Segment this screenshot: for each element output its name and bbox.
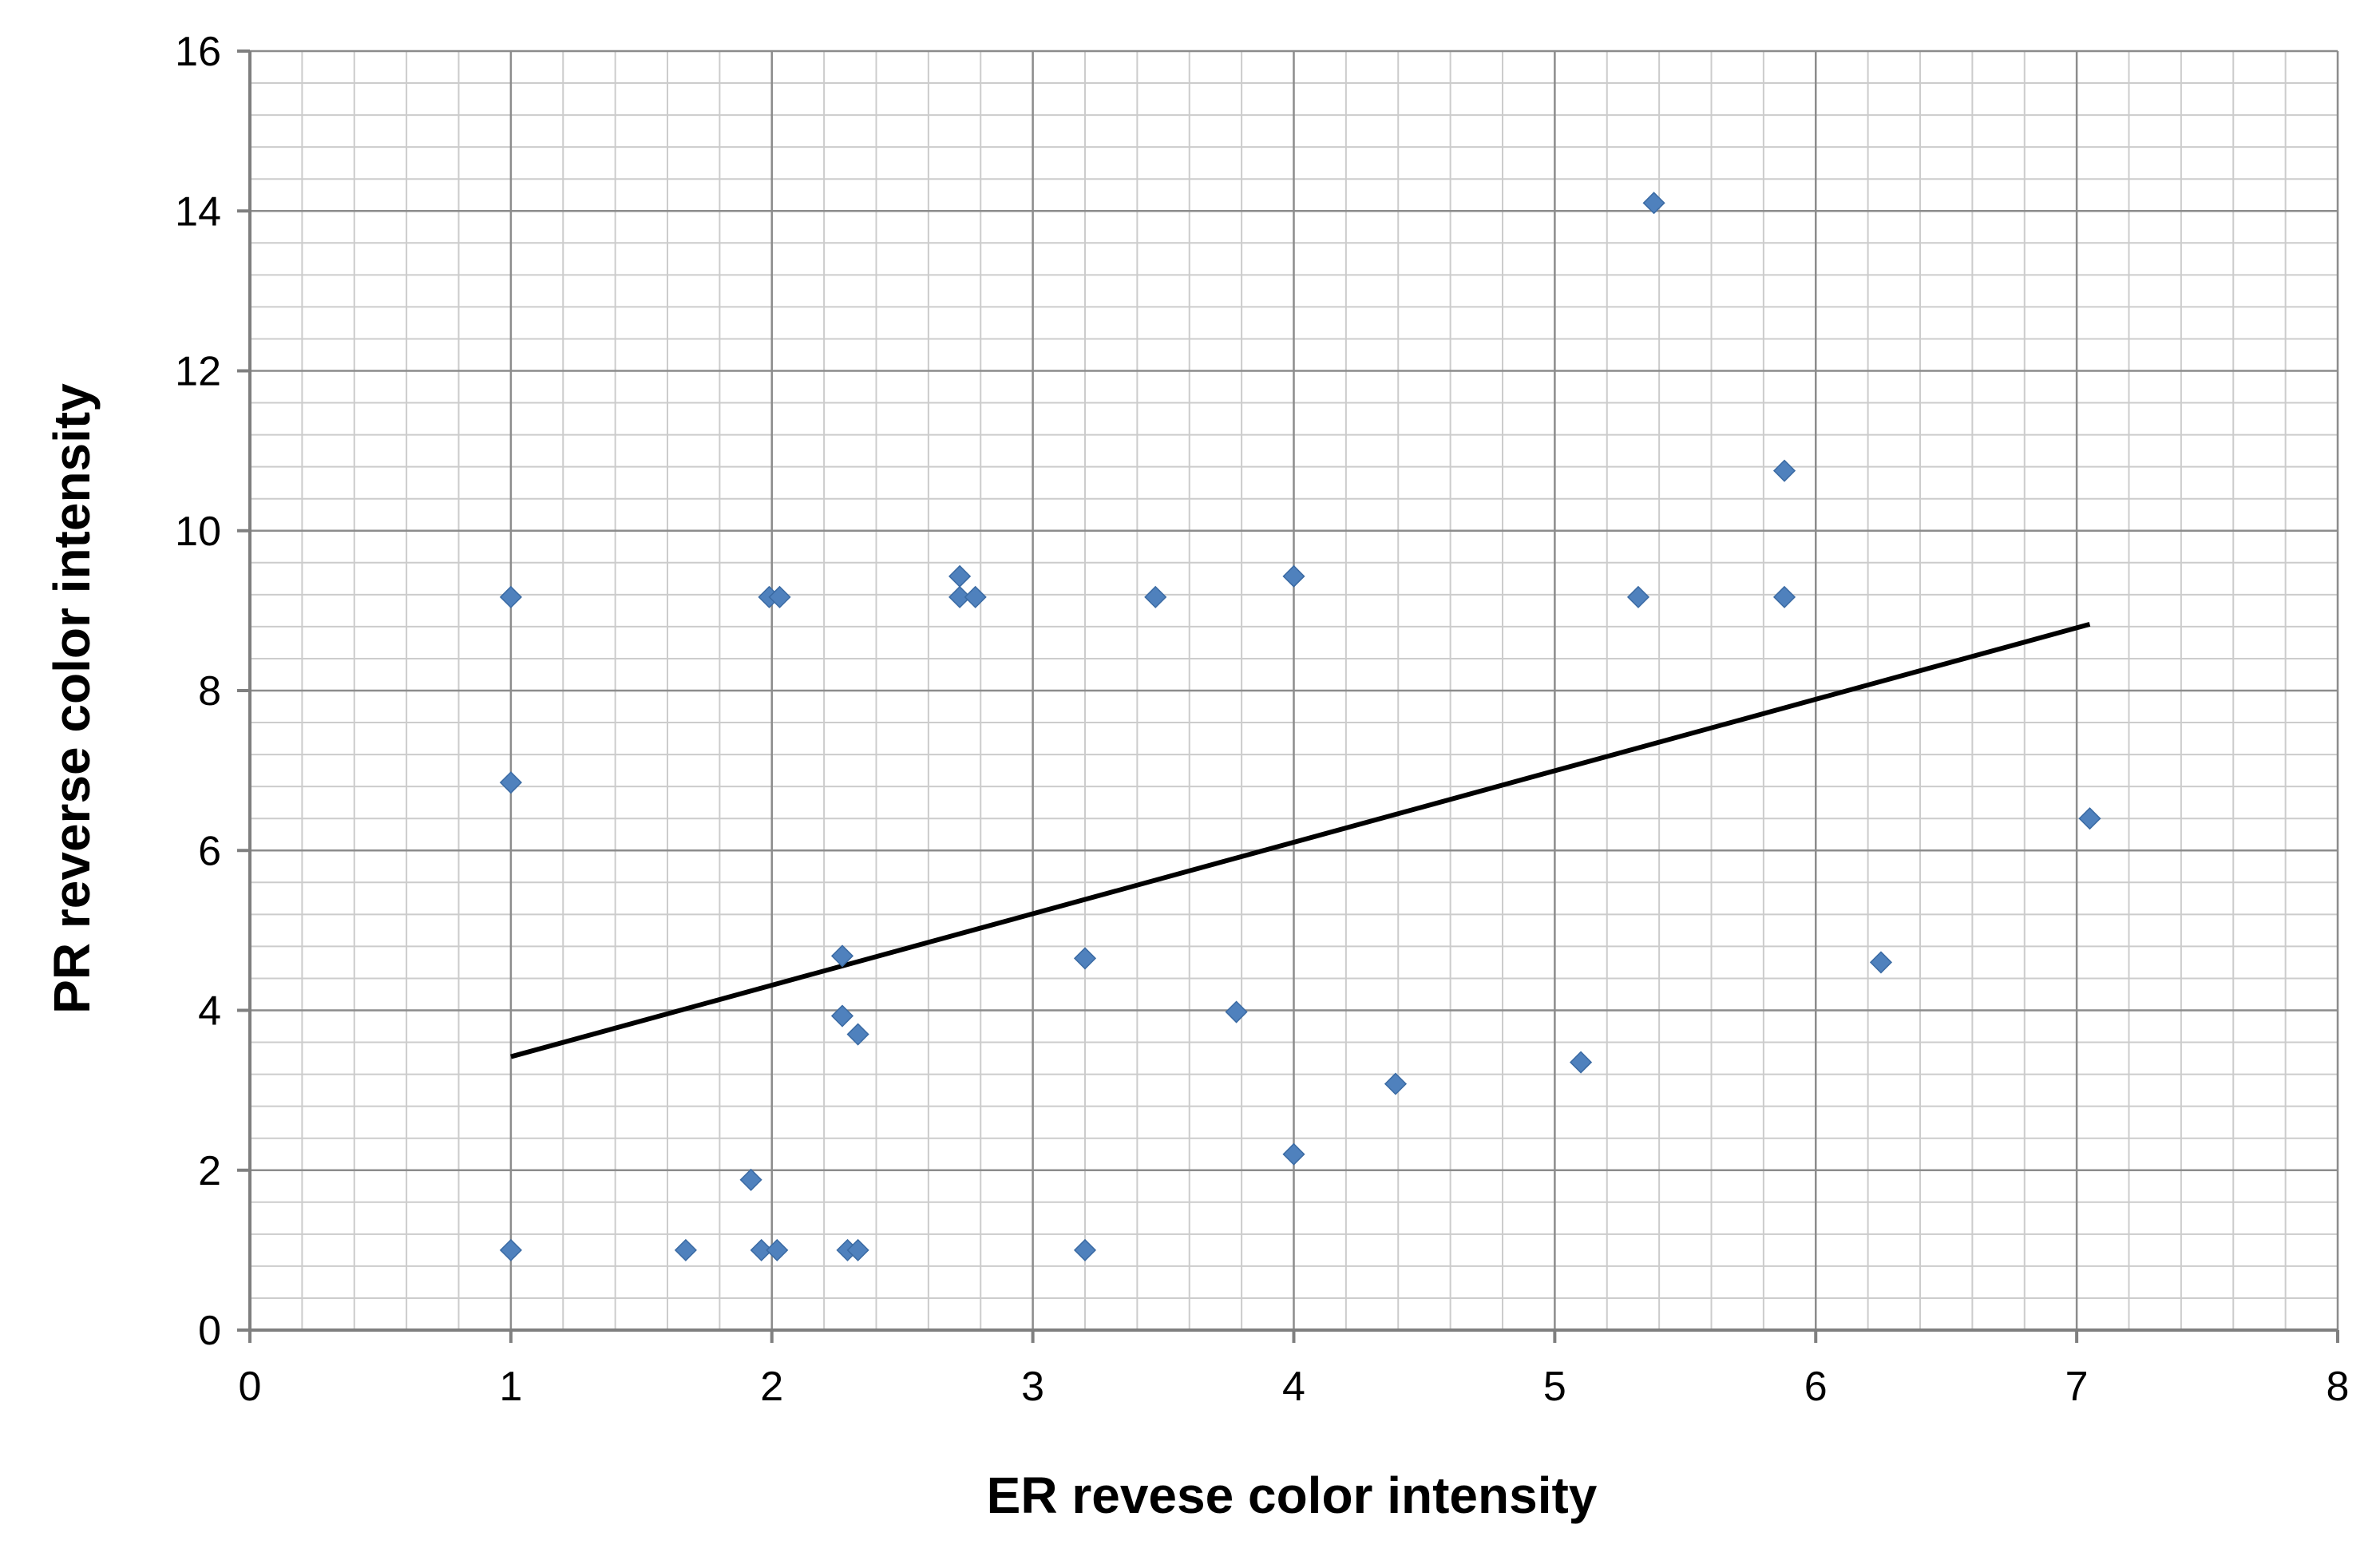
x-tick-label: 4: [1282, 1364, 1305, 1410]
y-tick-label: 8: [198, 668, 221, 715]
data-point: [1282, 1142, 1305, 1166]
data-point: [1073, 947, 1097, 970]
data-point: [948, 564, 972, 588]
data-point: [750, 1238, 773, 1261]
data-point: [499, 1238, 522, 1261]
data-point: [1144, 585, 1167, 608]
x-tick-label: 8: [2327, 1364, 2350, 1410]
axes: [237, 49, 2339, 1343]
data-point: [948, 585, 972, 608]
data-point: [1626, 585, 1650, 608]
data-point: [964, 585, 987, 608]
y-tick-label: 0: [198, 1308, 221, 1354]
trendline-group: [510, 622, 2091, 1059]
data-point: [739, 1168, 762, 1191]
data-point: [499, 585, 522, 608]
y-tick-label: 4: [198, 988, 221, 1035]
x-tick-label: 2: [760, 1364, 783, 1410]
data-point: [1225, 1000, 1248, 1024]
x-tick-label: 7: [2065, 1364, 2089, 1410]
x-tick-label: 0: [239, 1364, 262, 1410]
data-point: [766, 1238, 789, 1261]
y-tick-label: 2: [198, 1148, 221, 1194]
y-tick-label: 12: [175, 349, 221, 395]
data-point: [1642, 192, 1665, 215]
data-point: [768, 585, 791, 608]
data-point: [1282, 564, 1305, 588]
data-point: [830, 1004, 854, 1028]
data-point: [1570, 1051, 1593, 1074]
x-tick-label: 6: [1804, 1364, 1828, 1410]
data-point: [1869, 951, 1893, 974]
data-points: [499, 192, 2101, 1261]
data-point: [846, 1238, 869, 1261]
data-point: [499, 771, 522, 794]
data-point: [1772, 585, 1796, 608]
y-tick-label: 16: [175, 29, 221, 75]
x-tick-label: 3: [1021, 1364, 1044, 1410]
trendline: [510, 622, 2091, 1059]
y-tick-label: 6: [198, 828, 221, 874]
x-axis-title: ER revese color intensity: [987, 1467, 1598, 1524]
y-axis-title: PR reverse color intensity: [43, 383, 101, 1014]
x-tick-label: 1: [499, 1364, 522, 1410]
grid: [250, 49, 2339, 1330]
data-point: [1384, 1072, 1408, 1095]
y-tick-label: 14: [175, 188, 221, 235]
y-tick-label: 10: [175, 509, 221, 555]
data-point: [674, 1238, 697, 1261]
data-point: [846, 1023, 869, 1046]
data-point: [1772, 459, 1796, 482]
x-tick-label: 5: [1543, 1364, 1566, 1410]
data-point: [830, 944, 854, 968]
data-point: [2078, 807, 2101, 830]
data-point: [1073, 1238, 1097, 1261]
